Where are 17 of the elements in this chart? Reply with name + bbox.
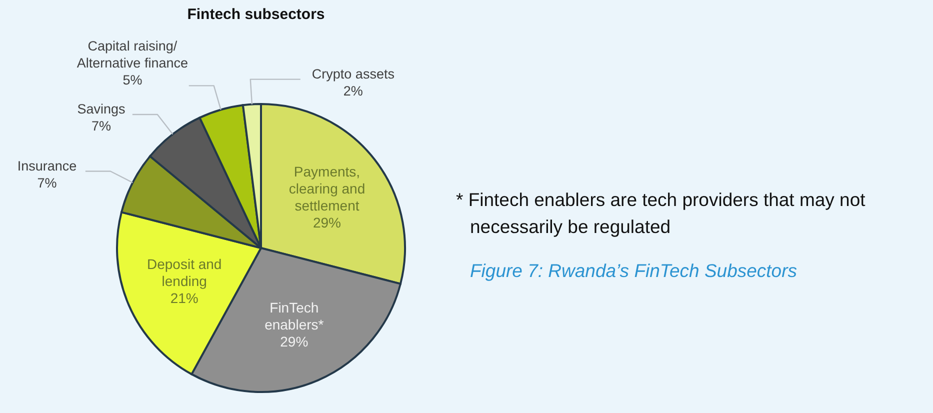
slice-label: Capital raising/Alternative finance	[76, 38, 188, 70]
data-label: 29%	[280, 334, 308, 350]
slice-label: Savings	[77, 100, 126, 116]
text: * Fintech enablers are tech providers that may not necessarily be regulated	[456, 188, 866, 239]
caption: Figure 7: Rwanda’s FinTech Subsectors	[470, 260, 798, 282]
slice-label: Payments, clearing and settlement	[288, 163, 366, 214]
data-label: 7%	[91, 118, 111, 133]
data-label: 5%	[122, 72, 142, 88]
slice-label: Crypto assets	[312, 66, 395, 81]
data-label: 2%	[343, 82, 363, 98]
data-label: 29%	[312, 214, 342, 230]
data-label: 21%	[170, 290, 198, 306]
slice-label: Deposit and lending	[146, 256, 222, 290]
data-label: 7%	[37, 174, 57, 190]
slice-label: Insurance	[17, 158, 77, 173]
slice-label: FinTech enablers*	[264, 300, 324, 333]
chart-title: Fintech subsectors	[186, 6, 326, 23]
